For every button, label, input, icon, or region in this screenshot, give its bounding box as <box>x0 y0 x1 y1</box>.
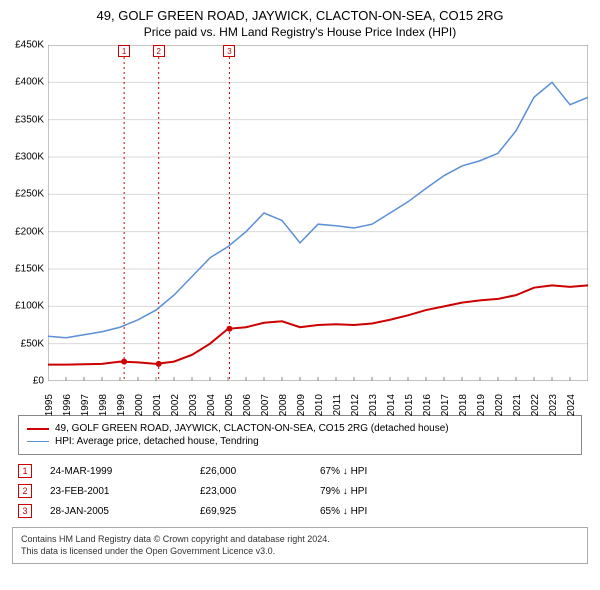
event-date: 23-FEB-2001 <box>50 486 200 497</box>
x-tick-label: 2021 <box>512 394 523 416</box>
x-tick-label: 2003 <box>188 394 199 416</box>
x-tick-label: 2020 <box>494 394 505 416</box>
chart-svg <box>48 45 588 381</box>
x-tick-label: 2012 <box>350 394 361 416</box>
y-tick-label: £100K <box>15 301 44 312</box>
x-tick-label: 2002 <box>170 394 181 416</box>
event-hpi: 79% ↓ HPI <box>320 486 582 497</box>
y-tick-label: £450K <box>15 40 44 51</box>
chart-container: 49, GOLF GREEN ROAD, JAYWICK, CLACTON-ON… <box>0 0 600 590</box>
x-tick-label: 2010 <box>314 394 325 416</box>
chart-title: 49, GOLF GREEN ROAD, JAYWICK, CLACTON-ON… <box>0 0 600 23</box>
event-marker-3: 3 <box>223 45 235 57</box>
events-table: 1 24-MAR-1999£26,00067% ↓ HPI 2 23-FEB-2001… <box>18 461 582 521</box>
x-tick-label: 2013 <box>368 394 379 416</box>
legend-label: HPI: Average price, detached house, Tend… <box>55 436 259 447</box>
x-tick-label: 1995 <box>44 394 55 416</box>
y-tick-label: £250K <box>15 189 44 200</box>
x-tick-label: 2004 <box>206 394 217 416</box>
event-date: 24-MAR-1999 <box>50 466 200 477</box>
legend-label: 49, GOLF GREEN ROAD, JAYWICK, CLACTON-ON… <box>55 423 449 434</box>
x-tick-label: 2011 <box>332 394 343 416</box>
x-tick-label: 2022 <box>530 394 541 416</box>
y-tick-label: £200K <box>15 226 44 237</box>
chart-area: £0£50K£100K£150K£200K£250K£300K£350K£400… <box>48 45 588 405</box>
x-axis: 1995199619971998199920002001200220032004… <box>48 381 588 405</box>
event-marker-box: 1 <box>18 464 32 478</box>
y-tick-label: £400K <box>15 77 44 88</box>
event-date: 28-JAN-2005 <box>50 506 200 517</box>
legend-item: HPI: Average price, detached house, Tend… <box>27 435 573 448</box>
x-tick-label: 2014 <box>386 394 397 416</box>
x-tick-label: 2005 <box>224 394 235 416</box>
plot-region: 1 2 3 <box>48 45 588 381</box>
x-tick-label: 2018 <box>458 394 469 416</box>
legend-item: 49, GOLF GREEN ROAD, JAYWICK, CLACTON-ON… <box>27 422 573 435</box>
chart-subtitle: Price paid vs. HM Land Registry's House … <box>0 23 600 45</box>
x-tick-label: 2008 <box>278 394 289 416</box>
event-marker-box: 3 <box>18 504 32 518</box>
legend-swatch <box>27 441 49 442</box>
footer-line-1: Contains HM Land Registry data © Crown c… <box>21 534 579 546</box>
x-tick-label: 2019 <box>476 394 487 416</box>
x-tick-label: 1999 <box>116 394 127 416</box>
x-tick-label: 2006 <box>242 394 253 416</box>
x-tick-label: 1996 <box>62 394 73 416</box>
event-row: 1 24-MAR-1999£26,00067% ↓ HPI <box>18 461 582 481</box>
footer-line-2: This data is licensed under the Open Gov… <box>21 546 579 558</box>
x-tick-label: 1998 <box>98 394 109 416</box>
y-tick-label: £50K <box>21 338 44 349</box>
event-price: £69,925 <box>200 506 320 517</box>
x-tick-label: 2007 <box>260 394 271 416</box>
event-marker-box: 2 <box>18 484 32 498</box>
y-tick-label: £350K <box>15 114 44 125</box>
y-tick-label: £150K <box>15 264 44 275</box>
event-marker-2: 2 <box>153 45 165 57</box>
event-marker-1: 1 <box>118 45 130 57</box>
event-price: £23,000 <box>200 486 320 497</box>
event-price: £26,000 <box>200 466 320 477</box>
x-tick-label: 2017 <box>440 394 451 416</box>
x-tick-label: 2016 <box>422 394 433 416</box>
event-row: 2 23-FEB-2001£23,00079% ↓ HPI <box>18 481 582 501</box>
event-hpi: 67% ↓ HPI <box>320 466 582 477</box>
event-row: 3 28-JAN-2005£69,92565% ↓ HPI <box>18 501 582 521</box>
y-axis: £0£50K£100K£150K£200K£250K£300K£350K£400… <box>4 45 44 381</box>
x-tick-label: 2009 <box>296 394 307 416</box>
x-tick-label: 1997 <box>80 394 91 416</box>
y-tick-label: £300K <box>15 152 44 163</box>
legend: 49, GOLF GREEN ROAD, JAYWICK, CLACTON-ON… <box>18 415 582 455</box>
x-tick-label: 2024 <box>566 394 577 416</box>
x-tick-label: 2000 <box>134 394 145 416</box>
event-hpi: 65% ↓ HPI <box>320 506 582 517</box>
legend-swatch <box>27 428 49 430</box>
footer-attribution: Contains HM Land Registry data © Crown c… <box>12 527 588 564</box>
x-tick-label: 2001 <box>152 394 163 416</box>
y-tick-label: £0 <box>33 376 44 387</box>
x-tick-label: 2023 <box>548 394 559 416</box>
x-tick-label: 2015 <box>404 394 415 416</box>
